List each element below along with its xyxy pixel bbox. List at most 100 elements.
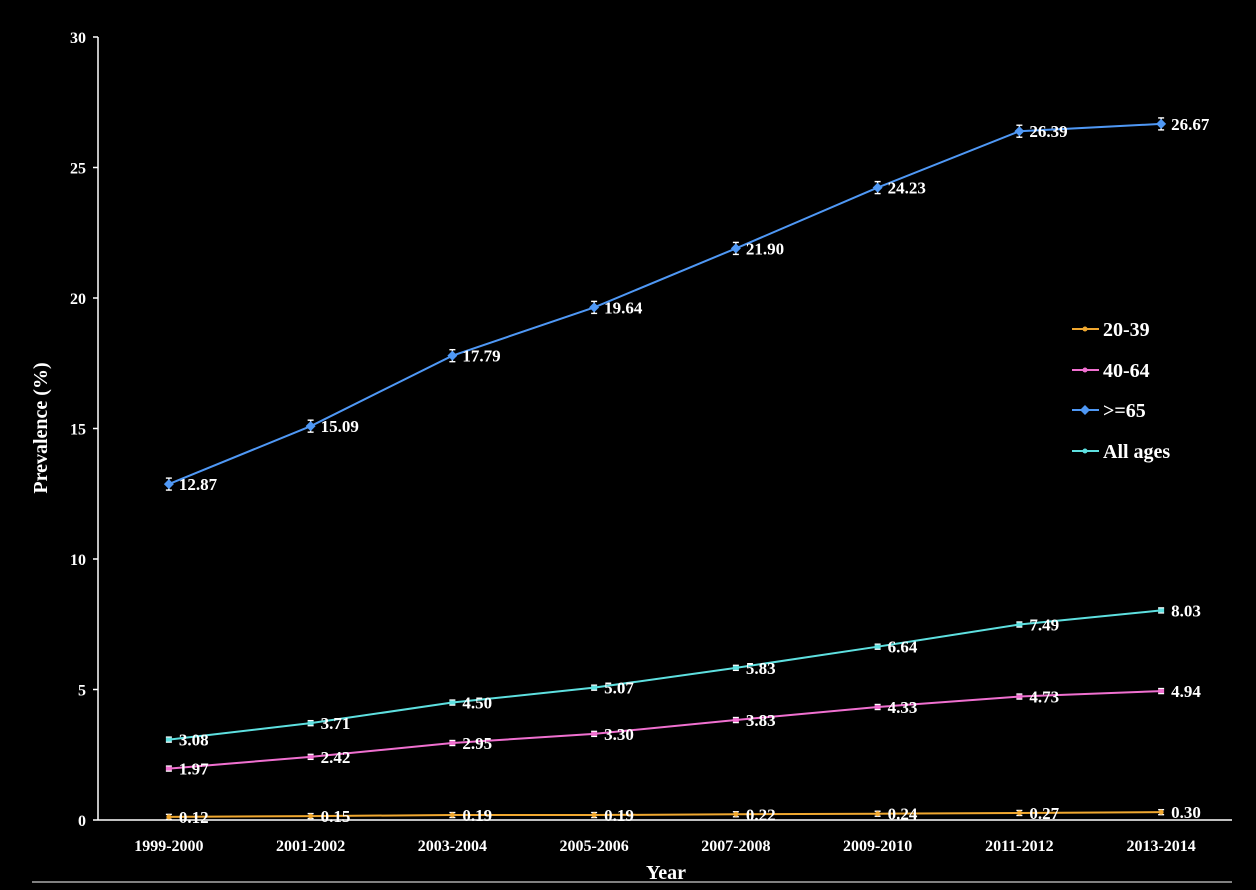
data-point	[732, 718, 739, 723]
legend: 20-39 40-64 >=65 All ages	[1072, 319, 1170, 463]
y-axis-title: Prevalence (%)	[30, 362, 52, 493]
tick-labels: 0 5 10 15 20 25 30 1999-2000 2001-2002 2003-2004 2…	[70, 30, 1196, 855]
series-line	[168, 811, 1162, 818]
data-label: 8.03	[1171, 601, 1201, 620]
legend-label: 20-39	[1103, 319, 1150, 341]
data-label: 0.19	[462, 806, 492, 825]
y-tick-label: 20	[70, 291, 86, 308]
axes	[32, 36, 1232, 883]
y-tick-label: 10	[70, 552, 86, 569]
data-label: 0.30	[1171, 803, 1201, 822]
data-label: 0.19	[604, 806, 634, 825]
legend-entry: 20-39	[1072, 319, 1150, 341]
data-label: 3.71	[321, 714, 351, 733]
data-point	[1158, 689, 1165, 694]
x-axis-title: Year	[646, 862, 686, 884]
data-label: 7.49	[1029, 616, 1059, 635]
series-layer: 0.12 0.15 0.19 0.19 0.22 0.24 0.27 0.30 1.97 2.42…	[163, 115, 1210, 827]
data-label: 26.39	[1029, 122, 1067, 141]
series-40-64: 1.97 2.42 2.95 3.30 3.83 4.33 4.73 4.94	[165, 682, 1201, 779]
series-line	[168, 609, 1162, 741]
y-tick-label: 0	[78, 813, 86, 830]
series-line	[168, 122, 1162, 486]
y-tick-label: 25	[70, 161, 86, 178]
series-20-39: 0.12 0.15 0.19 0.19 0.22 0.24 0.27 0.30	[165, 803, 1201, 827]
data-point	[1082, 326, 1088, 332]
data-label: 4.50	[462, 694, 492, 713]
data-point	[591, 731, 598, 736]
data-point	[1082, 448, 1088, 454]
data-point	[732, 665, 739, 670]
data-point	[166, 814, 172, 820]
data-point	[875, 811, 881, 817]
data-point	[1014, 126, 1025, 137]
data-point	[449, 741, 456, 746]
y-tick-label: 5	[78, 683, 86, 700]
data-label: 0.24	[888, 805, 918, 824]
data-point	[1080, 405, 1090, 415]
data-label: 19.64	[604, 298, 643, 317]
x-tick-label: 2007-2008	[701, 838, 770, 855]
data-label: 0.12	[179, 808, 209, 827]
data-label: 4.73	[1029, 688, 1059, 707]
data-point	[1082, 367, 1088, 373]
data-point	[449, 812, 455, 818]
data-point	[305, 421, 316, 432]
data-label: 2.95	[462, 734, 492, 753]
data-label: 3.83	[746, 711, 776, 730]
data-point	[733, 811, 739, 817]
data-label: 12.87	[179, 475, 218, 494]
data-point	[591, 812, 597, 818]
data-point	[1158, 608, 1165, 613]
data-label: 21.90	[746, 239, 784, 258]
data-point	[165, 766, 172, 771]
data-point	[1016, 622, 1023, 627]
data-point	[1016, 694, 1023, 699]
x-tick-label: 2011-2012	[985, 838, 1053, 855]
data-label: 4.94	[1171, 682, 1201, 701]
series-All ages: 3.08 3.71 4.50 5.07 5.83 6.64 7.49 8.03	[165, 601, 1201, 750]
data-label: 0.22	[746, 805, 776, 824]
data-label: 17.79	[462, 347, 500, 366]
data-label: 15.09	[321, 417, 359, 436]
series-line	[168, 690, 1162, 770]
data-point	[1158, 809, 1164, 815]
x-tick-label: 2013-2014	[1126, 838, 1195, 855]
x-tick-label: 2005-2006	[559, 838, 628, 855]
data-label: 5.83	[746, 659, 776, 678]
data-point	[591, 685, 598, 690]
data-point	[449, 700, 456, 705]
x-tick-label: 2009-2010	[843, 838, 912, 855]
legend-label: All ages	[1103, 441, 1170, 463]
data-point	[874, 704, 881, 709]
series->=65: 12.87 15.09 17.79 19.64 21.90 24.23 26.39 26.67	[163, 115, 1210, 494]
data-label: 4.33	[888, 698, 918, 717]
data-label: 2.42	[321, 748, 351, 767]
x-tick-label: 1999-2000	[134, 838, 203, 855]
data-point	[307, 721, 314, 726]
data-label: 3.30	[604, 725, 634, 744]
data-point	[307, 754, 314, 759]
data-point	[1016, 810, 1022, 816]
data-label: 3.08	[179, 731, 209, 750]
data-label: 6.64	[888, 638, 918, 657]
legend-label: 40-64	[1103, 360, 1150, 382]
data-label: 26.67	[1171, 115, 1210, 134]
x-tick-label: 2001-2002	[276, 838, 345, 855]
data-point	[872, 182, 883, 193]
data-label: 5.07	[604, 679, 634, 698]
x-tick-label: 2003-2004	[418, 838, 487, 855]
data-point	[874, 644, 881, 649]
y-tick-label: 15	[70, 422, 86, 439]
data-point	[163, 479, 174, 490]
legend-label: >=65	[1103, 400, 1146, 422]
data-label: 0.15	[321, 807, 351, 826]
data-point	[447, 350, 458, 361]
data-point	[308, 813, 314, 819]
data-point	[165, 737, 172, 742]
y-tick-label: 30	[70, 30, 86, 47]
data-point	[1156, 118, 1167, 129]
legend-entry: >=65	[1072, 400, 1146, 422]
data-point	[589, 302, 600, 313]
